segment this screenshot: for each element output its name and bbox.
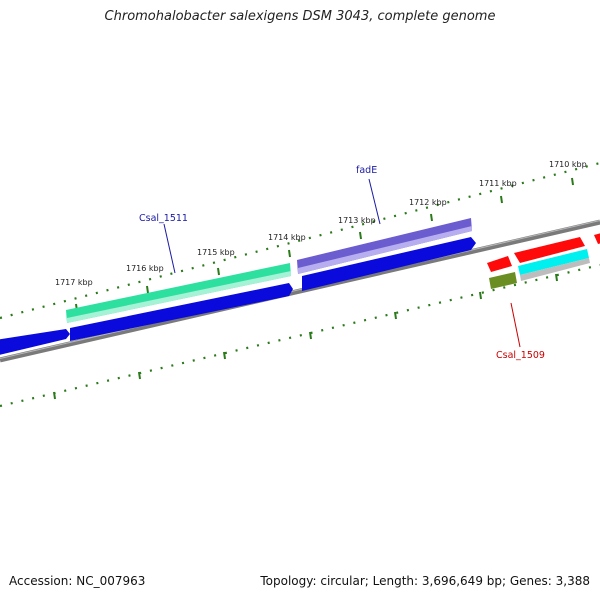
inner-tick-line — [0, 263, 600, 408]
tick-label: 1717 kbp — [55, 278, 93, 287]
major-tick — [146, 285, 149, 294]
backbone-line — [0, 219, 600, 363]
major-tick — [53, 391, 56, 400]
cds-feature[interactable] — [302, 237, 476, 291]
leader-line-fadE — [368, 178, 381, 225]
label-leaders — [163, 178, 521, 348]
major-tick — [500, 195, 503, 204]
page-title: Chromohalobacter salexigens DSM 3043, co… — [104, 9, 496, 24]
major-tick — [309, 331, 312, 340]
cds-feature-red[interactable] — [594, 232, 600, 244]
major-tick — [138, 371, 141, 380]
major-tick — [359, 231, 362, 240]
major-tick — [288, 249, 291, 258]
outer-tick-ruler: 1710 kbp 1711 kbp 1712 kbp 1713 kbp 1714… — [0, 160, 600, 320]
cds-feature[interactable] — [70, 283, 293, 341]
major-tick — [555, 273, 558, 282]
tick-label: 1714 kbp — [268, 233, 306, 242]
gene-track-reverse — [487, 232, 600, 289]
gene-csal-1511-shadow — [67, 271, 291, 323]
inner-tick-ruler — [0, 263, 600, 408]
gene-cyan-shadow — [520, 258, 590, 281]
genome-backbone — [0, 219, 600, 363]
forward-cds-track — [0, 237, 476, 356]
gene-cyan[interactable] — [518, 249, 589, 275]
cds-feature-red[interactable] — [514, 237, 585, 263]
accession-label: Accession: NC_007963 — [9, 574, 146, 588]
gene-label-fadE[interactable]: fadE — [356, 165, 377, 176]
tick-label: 1712 kbp — [409, 198, 447, 207]
major-tick — [223, 351, 226, 360]
gene-label-csal-1511[interactable]: Csal_1511 — [139, 213, 188, 224]
leader-line-csal-1511 — [163, 223, 176, 274]
genome-summary: Topology: circular; Length: 3,696,649 bp… — [260, 574, 590, 588]
tick-label: 1710 kbp — [549, 160, 587, 169]
tick-label: 1711 kbp — [479, 179, 517, 188]
tick-label: 1716 kbp — [126, 264, 164, 273]
gene-fadE-shadow — [298, 226, 472, 274]
major-tick — [394, 311, 397, 320]
cds-feature-red[interactable] — [487, 256, 512, 272]
backbone-highlight — [0, 220, 600, 359]
major-tick — [571, 177, 574, 186]
major-tick — [479, 291, 482, 300]
cds-feature[interactable] — [0, 329, 70, 356]
gene-csal-1509[interactable] — [489, 272, 517, 289]
outer-tick-line — [0, 161, 600, 320]
major-tick — [217, 267, 220, 276]
gene-track-forward — [66, 218, 472, 323]
tick-label: 1715 kbp — [197, 248, 235, 257]
gene-label-csal-1509[interactable]: Csal_1509 — [496, 350, 545, 361]
major-tick — [430, 213, 433, 222]
leader-line-csal-1509 — [510, 302, 521, 348]
tick-label: 1713 kbp — [338, 216, 376, 225]
